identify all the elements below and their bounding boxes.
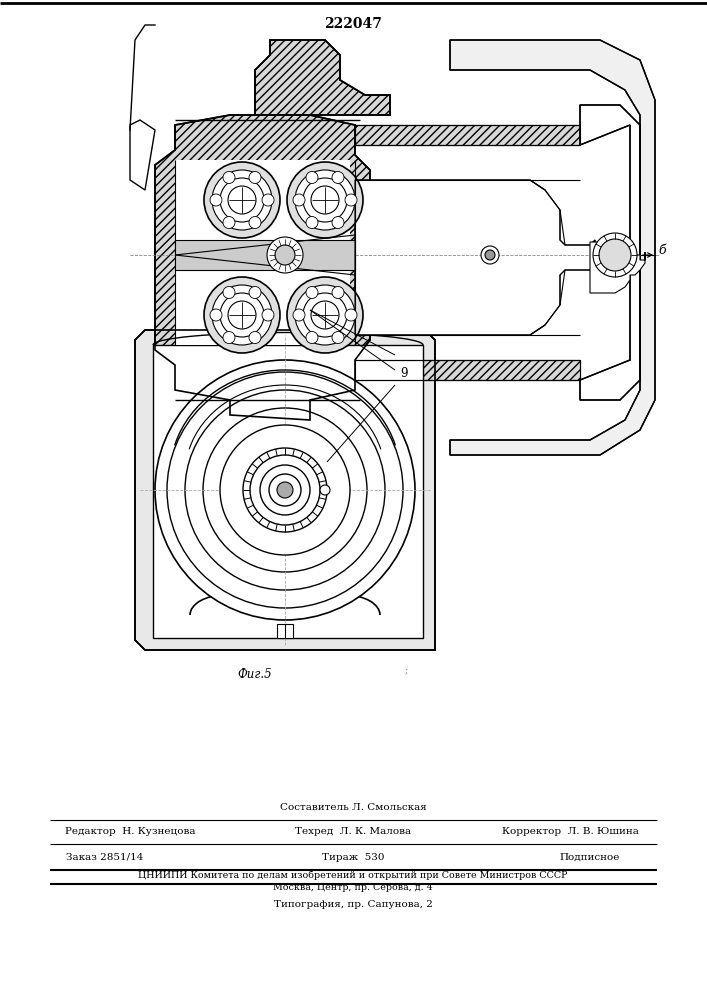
- Text: 222047: 222047: [324, 17, 382, 31]
- Polygon shape: [355, 180, 595, 335]
- Circle shape: [485, 250, 495, 260]
- Circle shape: [210, 309, 222, 321]
- Circle shape: [220, 178, 264, 222]
- Circle shape: [306, 171, 318, 183]
- Circle shape: [295, 170, 355, 230]
- Text: б: б: [658, 244, 665, 257]
- Circle shape: [250, 455, 320, 525]
- Circle shape: [223, 286, 235, 298]
- Text: Подписное: Подписное: [560, 852, 620, 861]
- Circle shape: [249, 332, 261, 344]
- Circle shape: [303, 293, 347, 337]
- Circle shape: [212, 170, 272, 230]
- Circle shape: [220, 425, 350, 555]
- Circle shape: [260, 465, 310, 515]
- Circle shape: [204, 277, 280, 353]
- Circle shape: [345, 194, 357, 206]
- Polygon shape: [355, 125, 580, 145]
- Circle shape: [167, 372, 403, 608]
- Circle shape: [249, 171, 261, 183]
- Circle shape: [212, 285, 272, 345]
- Circle shape: [223, 332, 235, 344]
- Circle shape: [311, 301, 339, 329]
- Circle shape: [599, 239, 631, 271]
- Circle shape: [267, 237, 303, 273]
- Circle shape: [262, 194, 274, 206]
- Circle shape: [295, 285, 355, 345]
- Text: Техред  Л. К. Малова: Техред Л. К. Малова: [295, 828, 411, 836]
- Text: ЦНИИПИ Комитета по делам изобретений и открытий при Совете Министров СССР: ЦНИИПИ Комитета по делам изобретений и о…: [139, 871, 568, 880]
- Circle shape: [155, 360, 415, 620]
- Circle shape: [277, 482, 293, 498]
- Text: Редактор  Н. Кузнецова: Редактор Н. Кузнецова: [65, 828, 195, 836]
- Polygon shape: [135, 330, 435, 650]
- Polygon shape: [355, 360, 580, 380]
- Circle shape: [203, 408, 367, 572]
- Bar: [277, 624, 293, 638]
- Polygon shape: [175, 160, 350, 345]
- Circle shape: [210, 194, 222, 206]
- Text: Москва, Центр, пр. Серова, д. 4: Москва, Центр, пр. Серова, д. 4: [273, 883, 433, 892]
- Circle shape: [204, 162, 280, 238]
- Text: 1: 1: [397, 373, 404, 383]
- Polygon shape: [155, 115, 370, 420]
- Text: Фиг.5: Фиг.5: [238, 668, 272, 681]
- Circle shape: [243, 448, 327, 532]
- Circle shape: [262, 309, 274, 321]
- Circle shape: [293, 309, 305, 321]
- Circle shape: [220, 293, 264, 337]
- Circle shape: [593, 233, 637, 277]
- Circle shape: [223, 217, 235, 229]
- Polygon shape: [580, 105, 640, 400]
- Text: Тираж  530: Тираж 530: [322, 852, 384, 861]
- Polygon shape: [590, 242, 645, 293]
- Circle shape: [269, 474, 301, 506]
- Text: Типография, пр. Сапунова, 2: Типография, пр. Сапунова, 2: [274, 900, 433, 909]
- Polygon shape: [450, 40, 655, 455]
- Circle shape: [228, 301, 256, 329]
- Circle shape: [332, 217, 344, 229]
- Circle shape: [332, 171, 344, 183]
- Polygon shape: [153, 345, 423, 638]
- Circle shape: [306, 217, 318, 229]
- Text: 9: 9: [397, 388, 404, 401]
- Text: Корректор  Л. В. Юшина: Корректор Л. В. Юшина: [501, 828, 638, 836]
- Circle shape: [332, 286, 344, 298]
- Circle shape: [306, 332, 318, 344]
- Circle shape: [287, 277, 363, 353]
- Text: 9: 9: [400, 367, 407, 380]
- Circle shape: [303, 178, 347, 222]
- Bar: [175, 240, 355, 270]
- Circle shape: [311, 186, 339, 214]
- Text: ВидБ: ВидБ: [179, 402, 211, 415]
- Polygon shape: [255, 40, 390, 115]
- Circle shape: [275, 245, 295, 265]
- Circle shape: [249, 217, 261, 229]
- Text: Составитель Л. Смольская: Составитель Л. Смольская: [280, 804, 426, 812]
- Circle shape: [249, 286, 261, 298]
- Circle shape: [185, 390, 385, 590]
- Circle shape: [345, 309, 357, 321]
- Circle shape: [481, 246, 499, 264]
- Circle shape: [332, 332, 344, 344]
- Circle shape: [223, 171, 235, 183]
- Circle shape: [293, 194, 305, 206]
- Text: ;: ;: [405, 665, 408, 674]
- Circle shape: [306, 286, 318, 298]
- Circle shape: [287, 162, 363, 238]
- Text: Заказ 2851/14: Заказ 2851/14: [66, 852, 144, 861]
- Circle shape: [320, 485, 330, 495]
- Circle shape: [228, 186, 256, 214]
- Polygon shape: [130, 120, 155, 190]
- Text: Фиг.4: Фиг.4: [293, 402, 327, 415]
